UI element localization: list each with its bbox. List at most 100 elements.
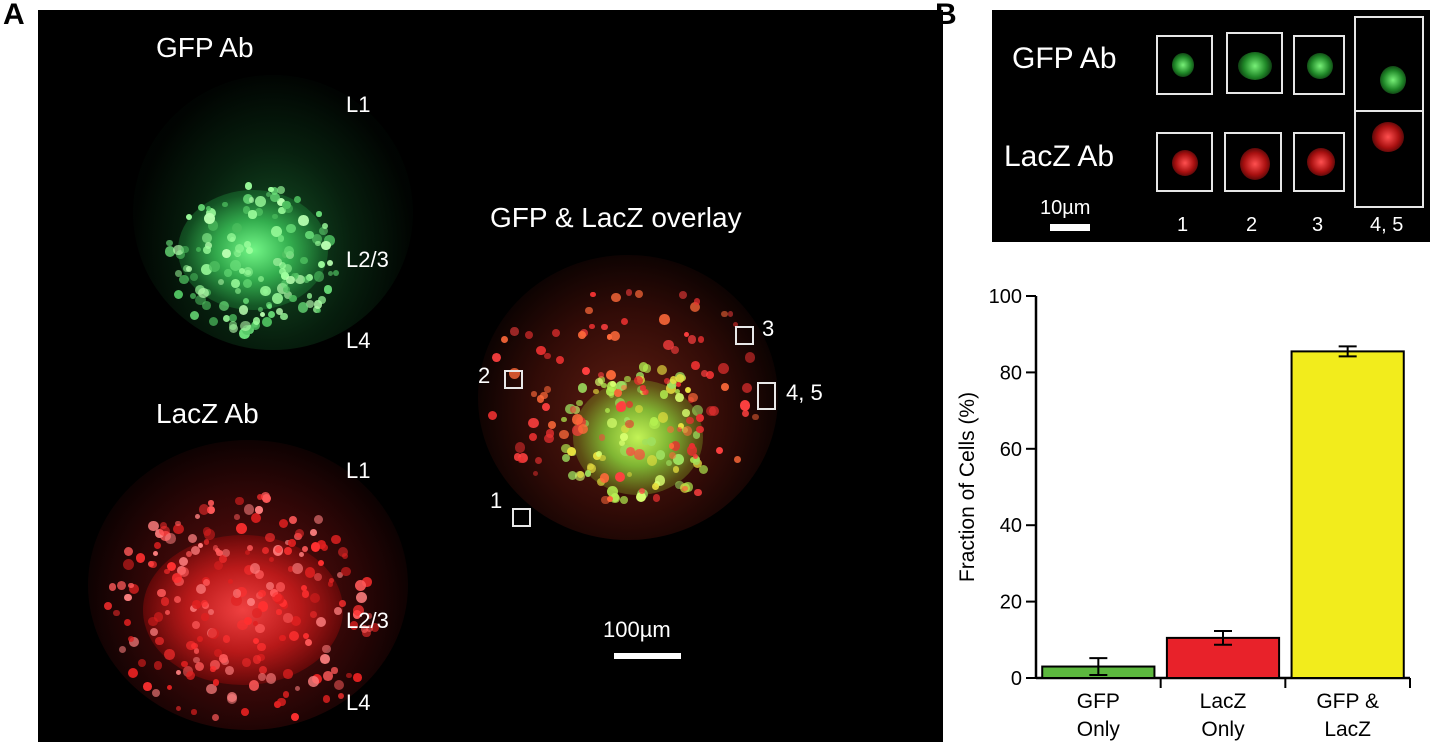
cell-speckle (166, 561, 177, 572)
cell-speckle (238, 305, 248, 315)
cell-speckle (255, 208, 264, 217)
inset-label-4-5: 4, 5 (1370, 214, 1404, 236)
cell-speckle (634, 449, 645, 460)
cell-speckle (589, 323, 595, 330)
cell-speckle (295, 274, 305, 285)
cell-speckle (304, 567, 316, 578)
cell-speckle (255, 506, 264, 515)
cell-speckle (208, 500, 214, 506)
cell-speckle (691, 360, 700, 370)
cell-speckle (721, 311, 728, 318)
cell-speckle (300, 256, 308, 265)
cell-speckle (649, 418, 660, 430)
cell-speckle (138, 658, 147, 667)
cell-speckle (128, 637, 139, 648)
cell-speckle (316, 307, 322, 314)
cell-speckle (321, 544, 329, 552)
cell-speckle (176, 705, 182, 711)
y-tick-label: 100 (989, 286, 1022, 308)
cell-speckle (186, 214, 193, 221)
cell-speckle (277, 283, 289, 294)
cell-speckle (584, 469, 592, 477)
cell-speckle (676, 426, 683, 433)
cell-speckle (544, 352, 551, 360)
cell-speckle (634, 405, 644, 414)
cell-speckle (148, 520, 160, 532)
cell-marker-3: 3 (762, 316, 775, 341)
cell-speckle (620, 445, 632, 457)
cell-speckle (173, 523, 185, 535)
cell-speckle (585, 306, 593, 315)
cell-speckle (619, 440, 626, 447)
cell-speckle (197, 203, 206, 212)
cell-speckle (191, 709, 197, 715)
cell-speckle (298, 551, 305, 558)
cell-speckle (231, 278, 240, 288)
cell-speckle (230, 260, 241, 271)
panel-b-insets: GFP Ab LacZ Ab 10µm 1 2 3 4, 5 (992, 10, 1430, 242)
cell-speckle (276, 609, 282, 615)
cell-speckle (319, 226, 328, 236)
cell-speckle (598, 372, 604, 378)
panel-a-letter: A (3, 0, 25, 31)
cell-speckle (195, 513, 201, 519)
cell-speckle (270, 192, 280, 203)
cell-speckle (270, 187, 278, 195)
lacz-image (88, 440, 408, 730)
cell-speckle (330, 534, 341, 545)
cell-speckle (195, 583, 207, 594)
cell-speckle (568, 470, 578, 480)
cell-speckle (667, 379, 678, 390)
cell-speckle (696, 413, 705, 423)
cell-speckle (123, 618, 132, 627)
cell-speckle (278, 261, 287, 270)
cell-speckle (173, 244, 184, 256)
gfp-layer-l23: L2/3 (346, 247, 389, 272)
lacz-inset-2 (1224, 132, 1282, 192)
cell-speckle (266, 302, 272, 309)
x-tick-label: GFP (1077, 690, 1120, 713)
cell-speckle (310, 529, 317, 537)
cell-speckle (275, 582, 285, 592)
cell-speckle (683, 482, 693, 492)
scale-bar-label: 100µm (603, 617, 671, 642)
cell-speckle (282, 691, 290, 698)
cell-speckle (314, 573, 323, 582)
cell-speckle (257, 275, 265, 283)
cell-speckle (277, 697, 286, 707)
cell-speckle (640, 385, 646, 391)
cell-speckle (222, 201, 228, 208)
cell-speckle (599, 473, 609, 483)
cell-speckle (288, 630, 300, 642)
cell-speckle (514, 441, 526, 453)
cell-speckle (124, 593, 133, 602)
cell-speckle (284, 290, 293, 299)
cell-speckle (222, 249, 231, 258)
cell-speckle (677, 422, 684, 429)
cell-speckle (625, 447, 635, 456)
cell-speckle (252, 638, 259, 645)
cell-speckle (202, 301, 211, 310)
cell-speckle (232, 589, 242, 598)
cell-speckle (246, 247, 254, 255)
cell-speckle (154, 612, 164, 622)
inset-label-3: 3 (1312, 214, 1324, 236)
cell-marker-1: 1 (490, 488, 503, 513)
cell-speckle (675, 381, 682, 388)
cell-speckle (692, 453, 698, 459)
cell-speckle (153, 661, 163, 670)
cell-speckle (663, 339, 674, 351)
cell-speckle (615, 471, 626, 482)
cell-speckle (269, 556, 275, 563)
cell-speckle (222, 314, 231, 323)
overlay-image (478, 255, 778, 540)
cell-speckle (229, 237, 235, 243)
cell-speckle (238, 267, 245, 274)
cell-speckle (634, 289, 644, 299)
cell-speckle (607, 418, 617, 428)
cell-speckle (198, 504, 210, 515)
cell-speckle (578, 331, 586, 339)
cell-speckle (219, 654, 228, 663)
cell-speckle (634, 375, 644, 385)
cell-speckle (245, 269, 251, 276)
